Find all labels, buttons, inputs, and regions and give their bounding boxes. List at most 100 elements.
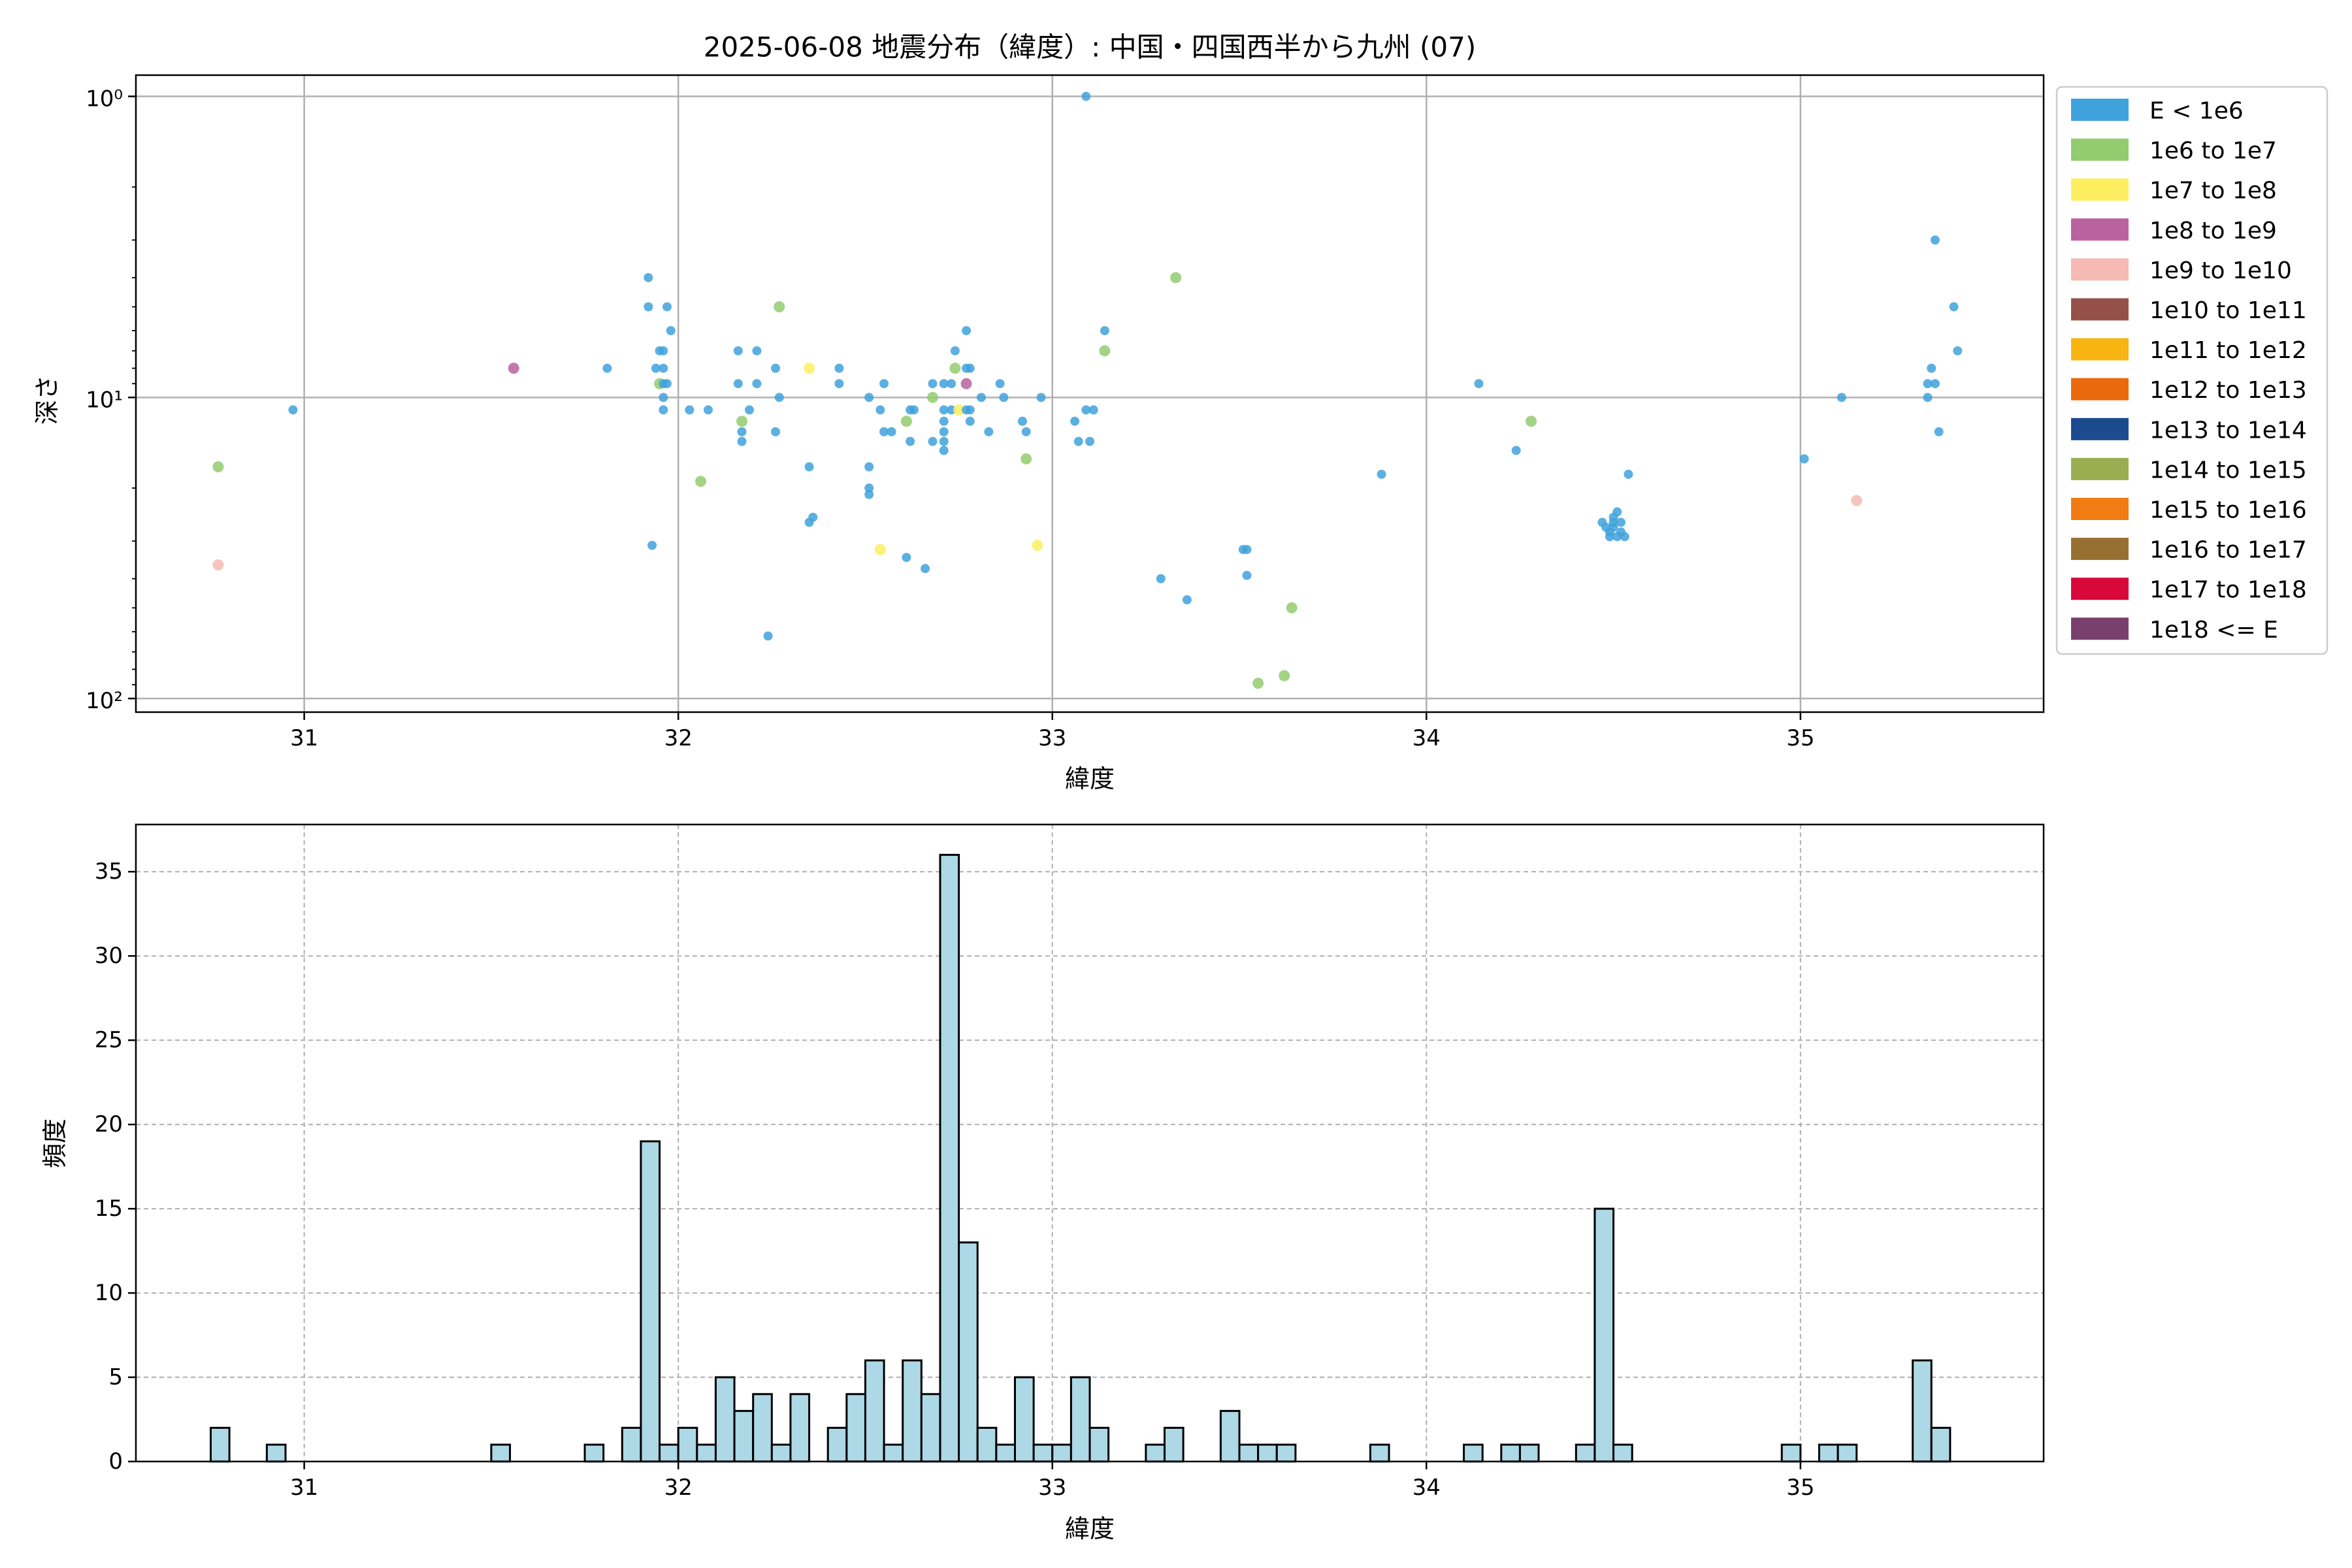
histogram-bar [1575, 1443, 1596, 1463]
scatter-point [965, 363, 975, 373]
scatter-point [737, 427, 747, 436]
scatter-point [1609, 523, 1618, 532]
scatter-point [1377, 469, 1386, 479]
scatter-point [704, 405, 713, 415]
scatter-point [939, 379, 949, 389]
scatter-point [659, 346, 668, 355]
legend-swatch [2071, 298, 2129, 321]
histogram-y-tick-label: 0 [108, 1448, 123, 1475]
histogram-bar [1930, 1426, 1952, 1463]
legend-entry-1e13-to-1e14: 1e13 to 1e14 [2071, 417, 2307, 444]
histogram-bar [1257, 1443, 1278, 1463]
legend-entry-1e15-to-1e16: 1e15 to 1e16 [2071, 497, 2307, 524]
histogram-bar [1070, 1376, 1091, 1463]
histogram-y-tick-label: 35 [95, 858, 123, 885]
scatter-point [864, 483, 874, 493]
legend-swatch [2071, 457, 2129, 480]
histogram-y-axis-label: 頻度 [41, 1119, 69, 1168]
scatter-point [950, 346, 960, 355]
histogram-bar [1518, 1443, 1540, 1463]
scatter-point [1252, 678, 1264, 689]
scatter-point [1616, 517, 1626, 527]
scatter-point [962, 326, 972, 336]
scatter-point [752, 346, 762, 355]
scatter-point [602, 363, 612, 373]
scatter-point [947, 379, 956, 389]
legend-label: 1e11 to 1e12 [2149, 337, 2307, 364]
histogram-bar [845, 1393, 866, 1463]
histogram-x-tick-label: 32 [664, 1475, 693, 1501]
scatter-point [808, 512, 818, 522]
chart-title: 2025-06-08 地震分布（緯度）: 中国・四国西半から九州 (07) [704, 31, 1477, 63]
scatter-point [1624, 469, 1633, 479]
legend-swatch [2071, 417, 2129, 440]
scatter-point [1036, 393, 1046, 402]
scatter-point [1837, 393, 1846, 402]
scatter-point [771, 363, 781, 373]
scatter-point [1511, 446, 1521, 455]
scatter-point [995, 379, 1005, 389]
histogram-bar [789, 1393, 811, 1463]
scatter-point [1100, 326, 1109, 336]
scatter-point [659, 363, 668, 373]
legend-items: E < 1e6 1e6 to 1e7 1e7 to 1e8 1e8 to 1e9 1e9… [2071, 98, 2307, 644]
scatter-point [1927, 363, 1936, 373]
legend-entry-e-1e6: E < 1e6 [2071, 98, 2244, 125]
scatter-point [1949, 302, 1959, 312]
histogram-bar [1612, 1443, 1633, 1463]
scatter-point [736, 416, 748, 427]
scatter-point [1085, 436, 1094, 446]
scatter-point [1242, 570, 1252, 580]
scatter-point [659, 405, 668, 415]
scatter-plot-frame [135, 74, 2045, 713]
legend-entry-1e8-to-1e9: 1e8 to 1e9 [2071, 218, 2277, 244]
histogram-y-tick-label: 30 [95, 943, 123, 969]
histogram-bar [210, 1426, 231, 1463]
scatter-point [939, 436, 949, 446]
scatter-point [864, 393, 874, 402]
scatter-point [733, 346, 743, 355]
legend-label: 1e17 to 1e18 [2149, 577, 2307, 604]
scatter-point [939, 427, 949, 436]
legend-label: 1e12 to 1e13 [2149, 377, 2307, 404]
scatter-point [1526, 416, 1537, 427]
scatter-x-tick-label: 32 [664, 725, 693, 751]
scatter-point [879, 379, 889, 389]
scatter-point [939, 405, 949, 415]
legend-label: 1e14 to 1e15 [2149, 457, 2307, 483]
scatter-y-tick-label: 10² [86, 688, 123, 714]
histogram-panel: 31 32 33 34 35 0 5 10 15 20 25 30 35 緯度 頻度 [41, 823, 2045, 1543]
histogram-bar [696, 1443, 717, 1463]
legend-swatch [2071, 218, 2129, 241]
histogram-bar [659, 1443, 679, 1463]
scatter-point [1081, 91, 1091, 101]
scatter-point [774, 393, 784, 402]
histogram-bar [1145, 1443, 1166, 1463]
histogram-y-tick-label: 25 [95, 1027, 123, 1053]
histogram-y-tick-label: 20 [95, 1111, 123, 1137]
scatter-point [900, 416, 912, 427]
legend-label: 1e6 to 1e7 [2149, 138, 2277, 165]
legend-label: 1e9 to 1e10 [2149, 257, 2292, 284]
scatter-point [644, 272, 653, 282]
legend-swatch [2071, 578, 2129, 600]
histogram-bar [621, 1426, 642, 1463]
scatter-point [960, 378, 972, 389]
histogram-bar [864, 1359, 885, 1463]
legend-swatch [2071, 498, 2129, 520]
scatter-point [1170, 272, 1182, 284]
scatter-point [1934, 427, 1944, 436]
scatter-point [685, 405, 694, 415]
legend-entry-1e16-to-1e17: 1e16 to 1e17 [2071, 537, 2307, 564]
scatter-point [771, 427, 781, 436]
legend-swatch [2071, 378, 2129, 400]
scatter-point [1923, 393, 1933, 402]
legend-entry-1e18-e: 1e18 <= E [2071, 617, 2278, 644]
scatter-point [1605, 532, 1614, 542]
scatter-point [752, 379, 762, 389]
histogram-x-axis-label: 緯度 [1065, 1514, 1115, 1543]
histogram-bar [1463, 1443, 1484, 1463]
legend-entry-1e7-to-1e8: 1e7 to 1e8 [2071, 178, 2277, 204]
scatter-point [212, 559, 224, 571]
